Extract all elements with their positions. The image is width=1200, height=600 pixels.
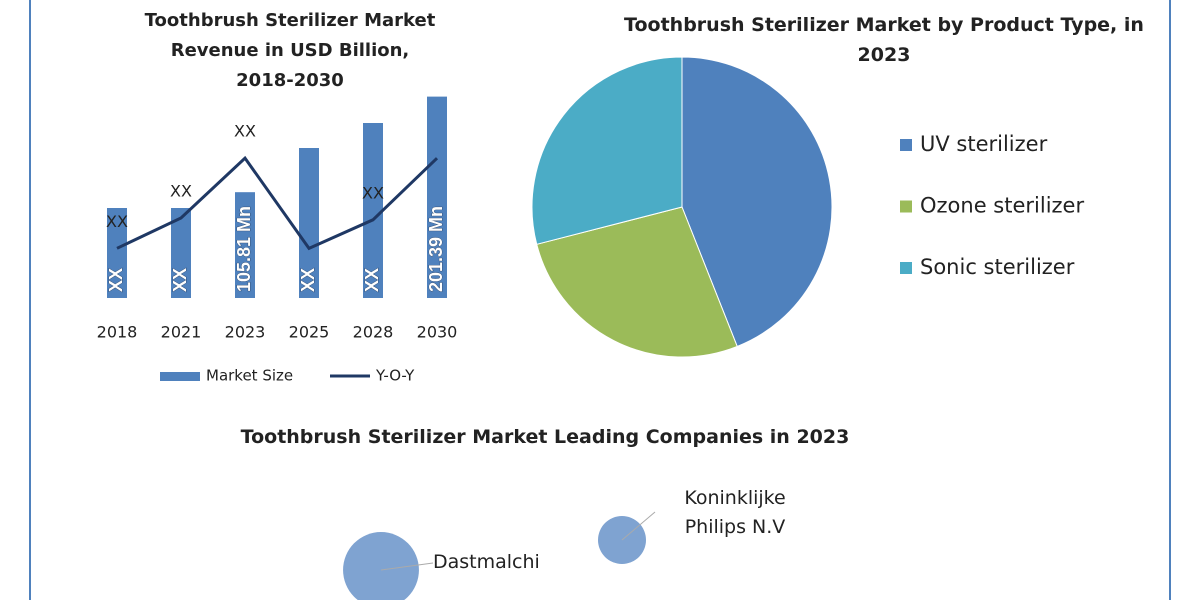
x-tick-label: 2018 (97, 323, 138, 342)
leader-line (621, 511, 656, 541)
chart-title: Toothbrush Sterilizer Market Leading Com… (240, 426, 850, 448)
bar (171, 208, 191, 298)
legend-label: Ozone sterilizer (920, 194, 1084, 218)
line-value-label: XX (170, 181, 192, 200)
chart-title: Toothbrush Sterilizer Market Revenue in … (144, 10, 436, 91)
x-tick-label: 2028 (353, 323, 394, 342)
bar (299, 148, 319, 298)
bar (363, 123, 383, 298)
legend-label: Y-O-Y (375, 367, 415, 385)
bubble (343, 532, 419, 600)
bubble-label: Dastmalchi (433, 551, 540, 573)
pie-slice (531, 56, 683, 245)
bar (235, 192, 255, 298)
legend-label: UV sterilizer (920, 132, 1048, 156)
chart-title: Toothbrush Sterilizer Market by Product … (624, 14, 1144, 66)
legend-swatch (160, 372, 200, 381)
line-value-label: XX (362, 183, 384, 202)
x-tick-label: 2021 (161, 323, 202, 342)
line-value-label: XX (234, 122, 256, 141)
x-tick-label: 2023 (225, 323, 266, 342)
line (116, 155, 439, 251)
x-tick-label: 2030 (417, 323, 458, 342)
bar (427, 96, 447, 298)
pie-slice (681, 56, 833, 348)
bar-value-label: 201.39 Mn (426, 206, 446, 292)
line-value-label: XX (106, 212, 128, 231)
leader-line (380, 562, 434, 571)
bar-value-label: 105.81 Mn (234, 206, 254, 292)
bar (107, 208, 127, 298)
legend-label: Sonic sterilizer (920, 255, 1075, 279)
legend-label: Market Size (206, 367, 293, 385)
bar-value-label: XX (298, 268, 318, 292)
bar-value-label: XX (362, 268, 382, 292)
bar-value-label: XX (170, 268, 190, 292)
legend-swatch (900, 262, 912, 274)
bubble-label: Koninklijke Philips N.V (684, 487, 786, 538)
pie-slice (536, 206, 738, 358)
legend-swatch (900, 139, 912, 151)
x-tick-label: 2025 (289, 323, 330, 342)
bar-value-label: XX (106, 268, 126, 292)
legend-swatch (900, 200, 912, 213)
